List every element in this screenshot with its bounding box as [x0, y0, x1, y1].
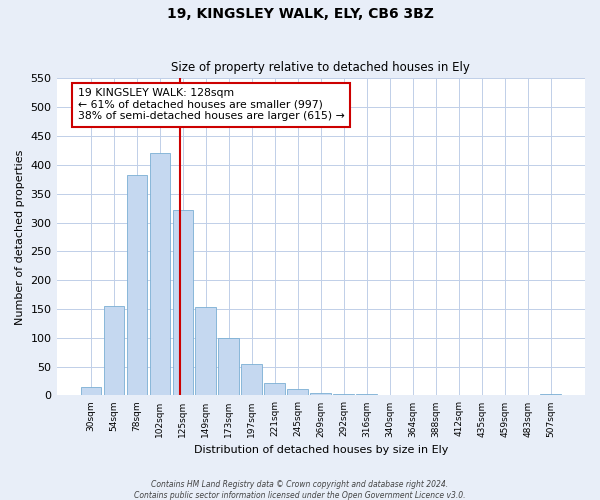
Bar [310, 392, 331, 396]
Bar [80, 387, 101, 396]
Bar [241, 364, 262, 396]
Text: Contains HM Land Registry data © Crown copyright and database right 2024.
Contai: Contains HM Land Registry data © Crown c… [134, 480, 466, 500]
Text: 19 KINGSLEY WALK: 128sqm
← 61% of detached houses are smaller (997)
38% of semi-: 19 KINGSLEY WALK: 128sqm ← 61% of detach… [77, 88, 344, 121]
Bar [218, 338, 239, 396]
Bar [196, 308, 216, 396]
Bar [127, 174, 147, 396]
Bar [379, 395, 400, 396]
Bar [265, 383, 285, 396]
Bar [149, 154, 170, 396]
X-axis label: Distribution of detached houses by size in Ely: Distribution of detached houses by size … [194, 445, 448, 455]
Bar [287, 388, 308, 396]
Bar [104, 306, 124, 396]
Bar [403, 395, 423, 396]
Bar [356, 394, 377, 396]
Y-axis label: Number of detached properties: Number of detached properties [15, 149, 25, 324]
Bar [425, 395, 446, 396]
Text: 19, KINGSLEY WALK, ELY, CB6 3BZ: 19, KINGSLEY WALK, ELY, CB6 3BZ [167, 8, 433, 22]
Bar [173, 210, 193, 396]
Title: Size of property relative to detached houses in Ely: Size of property relative to detached ho… [172, 62, 470, 74]
Bar [540, 394, 561, 396]
Bar [334, 394, 354, 396]
